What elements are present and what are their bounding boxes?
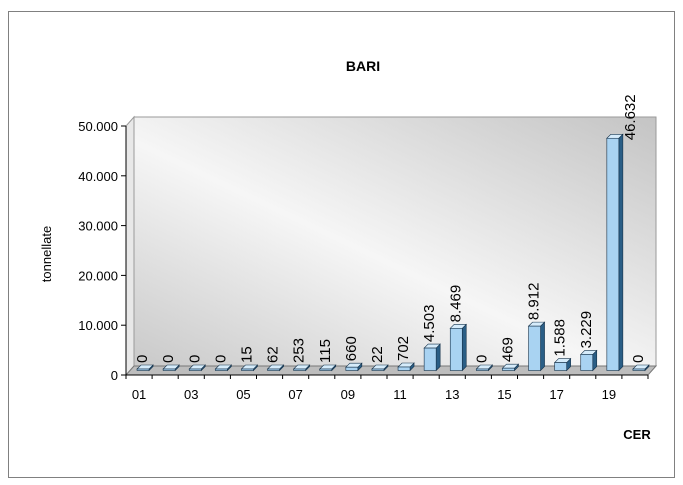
bar-side <box>461 323 467 372</box>
x-tick-label: 07 <box>288 387 302 402</box>
x-tick-label: 09 <box>341 387 355 402</box>
x-tick-label: 03 <box>184 387 198 402</box>
x-tick-label: 15 <box>497 387 511 402</box>
bar <box>319 368 333 371</box>
y-tick-label: 30.000 <box>78 219 118 234</box>
x-tick-label: 05 <box>236 387 250 402</box>
data-label: 469 <box>499 337 516 362</box>
side-wall <box>125 115 135 377</box>
bar-side <box>618 133 624 372</box>
floor <box>124 365 658 376</box>
x-tick-label: 01 <box>132 387 146 402</box>
bar <box>554 362 567 371</box>
data-label: 0 <box>473 355 490 363</box>
bar <box>606 137 620 371</box>
y-tick-label: 50.000 <box>78 119 118 134</box>
y-tick-label: 0 <box>111 368 118 383</box>
data-label: 1.588 <box>552 319 569 357</box>
bar <box>476 368 489 371</box>
bar <box>241 368 254 371</box>
bar <box>136 368 150 371</box>
data-label: 8.912 <box>526 283 543 321</box>
y-tick-label: 40.000 <box>78 169 118 184</box>
data-label: 15 <box>238 346 255 363</box>
data-label: 702 <box>395 336 412 361</box>
data-label: 3.229 <box>578 311 595 349</box>
x-tick-label: 17 <box>549 387 563 402</box>
data-label: 22 <box>369 346 386 363</box>
y-axis-label: tonnellate <box>39 226 54 282</box>
bar <box>502 367 515 371</box>
bar-side <box>540 321 545 372</box>
x-axis-label: CER <box>623 427 651 442</box>
data-label: 660 <box>343 336 360 361</box>
data-label: 253 <box>291 338 308 363</box>
bar <box>632 368 646 371</box>
bar <box>449 328 463 371</box>
bar <box>423 347 437 371</box>
data-label: 8.469 <box>447 285 464 323</box>
bar <box>528 325 541 371</box>
data-label: 0 <box>630 355 647 363</box>
bar <box>397 366 411 371</box>
x-tick-label: 11 <box>393 387 407 402</box>
bar <box>580 354 594 371</box>
y-tick-label: 20.000 <box>78 268 118 283</box>
bar <box>162 368 176 371</box>
y-tick-label: 10.000 <box>78 318 118 333</box>
bar <box>267 368 280 371</box>
data-label: 0 <box>186 355 203 363</box>
bar <box>188 368 202 371</box>
bar <box>345 366 359 371</box>
x-tick-label: 19 <box>602 387 616 402</box>
data-label: 62 <box>265 346 282 363</box>
data-label: 0 <box>212 355 229 363</box>
bar-side <box>435 343 441 372</box>
data-label: 115 <box>317 339 334 363</box>
data-label: 0 <box>134 355 151 363</box>
chart-title: BARI <box>346 58 380 74</box>
bar <box>371 368 385 371</box>
bar <box>293 368 306 371</box>
data-label: 0 <box>160 355 177 363</box>
data-label: 46.632 <box>622 94 639 140</box>
x-tick-label: 13 <box>445 387 459 402</box>
bar <box>215 368 228 371</box>
data-label: 4.503 <box>421 305 438 343</box>
